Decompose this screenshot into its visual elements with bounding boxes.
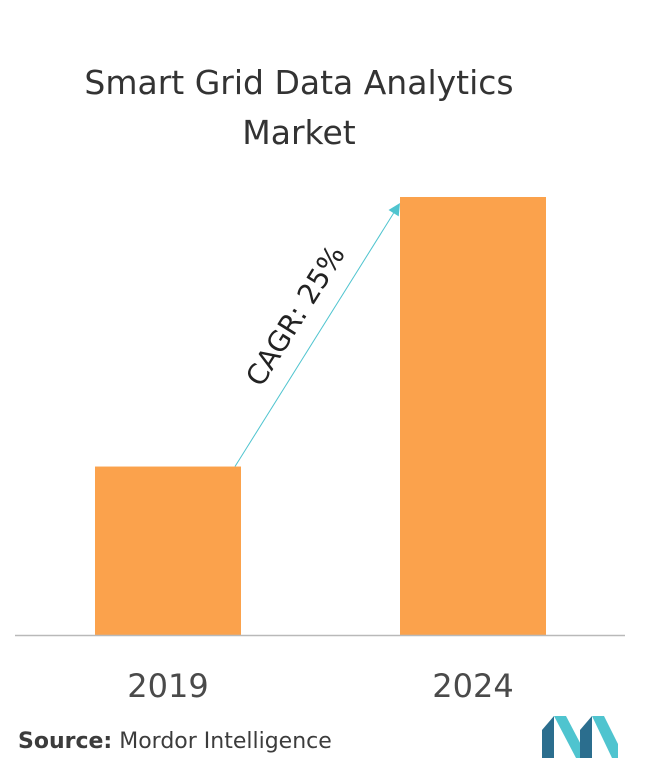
- source-label: Source:: [18, 729, 113, 754]
- bar-2024: [400, 197, 546, 635]
- cagr-arrow-head: [388, 203, 400, 217]
- chart-title-line-1: Smart Grid Data Analytics: [84, 63, 514, 102]
- logo-middle-leg: [580, 716, 592, 758]
- logo-middle-stroke: [554, 716, 588, 758]
- chart-title: Smart Grid Data Analytics Market: [0, 58, 598, 158]
- cagr-label: CAGR: 25%: [239, 240, 351, 392]
- bar-2019: [95, 466, 241, 635]
- source-text: Mordor Intelligence: [112, 729, 332, 754]
- mordor-intelligence-logo-icon: [542, 716, 618, 758]
- logo-right-stroke: [592, 716, 618, 758]
- x-tick-label-2019: 2019: [127, 667, 208, 705]
- source-note: Source: Mordor Intelligence: [18, 729, 332, 754]
- chart-title-line-2: Market: [242, 113, 356, 152]
- logo-left-leg: [542, 716, 554, 758]
- x-tick-label-2024: 2024: [432, 667, 513, 705]
- cagr-arrow-line: [234, 212, 395, 467]
